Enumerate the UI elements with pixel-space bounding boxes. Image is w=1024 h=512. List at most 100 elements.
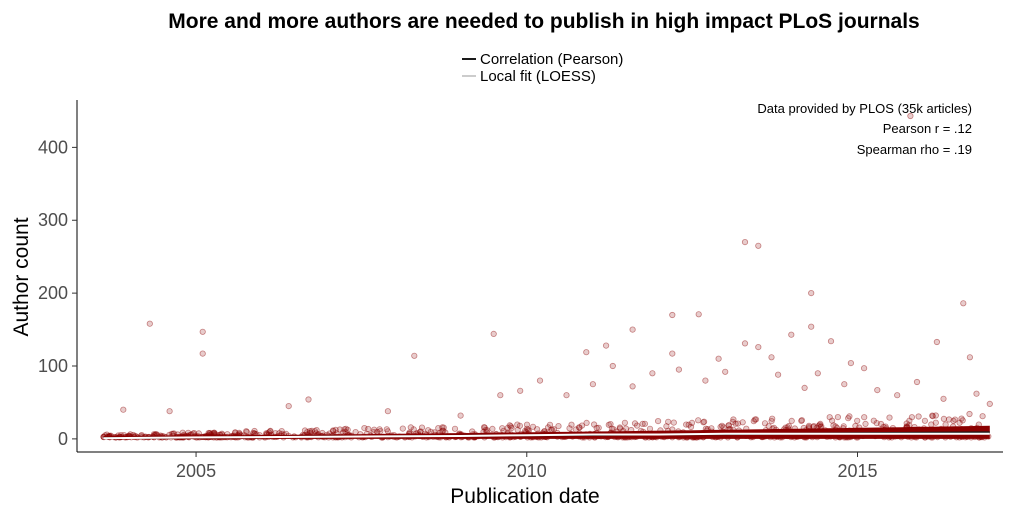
data-point (547, 426, 555, 433)
data-point (211, 429, 218, 436)
data-point (417, 428, 424, 435)
data-point (384, 428, 391, 435)
data-point (739, 419, 746, 426)
data-point (521, 427, 529, 434)
data-point (583, 419, 590, 426)
data-point (514, 421, 521, 428)
data-point (508, 424, 515, 432)
y-axis-title: Author count (10, 217, 33, 336)
data-point (741, 340, 749, 347)
data-point (798, 417, 805, 424)
data-point (973, 424, 981, 431)
data-point (439, 424, 446, 431)
data-point (685, 421, 692, 428)
data-point (590, 421, 598, 428)
data-point (889, 424, 897, 432)
data-point (342, 428, 349, 435)
data-point (610, 426, 617, 433)
data-point (628, 426, 635, 434)
data-point (966, 410, 973, 418)
data-point (750, 418, 757, 425)
data-point (928, 421, 935, 428)
data-point (814, 370, 821, 377)
y-axis-ticks: 0 100 200 300 400 (38, 137, 77, 449)
data-point (942, 421, 949, 428)
data-point (489, 425, 496, 432)
data-point (986, 400, 993, 407)
data-point (768, 354, 775, 361)
data-point (860, 365, 868, 372)
data-point (940, 415, 948, 422)
data-point (695, 417, 702, 424)
data-point (933, 338, 941, 346)
data-point (906, 422, 913, 429)
chart-title: More and more authors are needed to publ… (168, 10, 919, 33)
data-point (929, 434, 936, 441)
data-point (621, 419, 629, 426)
data-point (725, 426, 733, 433)
data-point (616, 424, 624, 431)
x-tick-label: 2005 (176, 461, 216, 481)
data-point (583, 349, 590, 356)
data-point (937, 425, 945, 432)
data-point (903, 420, 910, 427)
data-point (566, 425, 573, 432)
data-point (921, 417, 929, 424)
data-point (533, 426, 541, 433)
data-point (232, 429, 239, 436)
data-point (168, 430, 175, 437)
data-point (960, 300, 967, 307)
data-point (852, 422, 859, 430)
data-point (525, 427, 532, 434)
data-point (945, 416, 953, 423)
data-point (785, 422, 793, 430)
data-point (870, 417, 877, 424)
data-point (665, 418, 672, 425)
data-point (670, 419, 677, 426)
legend-loess-label: Local fit (LOESS) (480, 68, 596, 85)
data-point (649, 370, 656, 377)
data-point (480, 428, 487, 435)
data-point (529, 423, 537, 430)
data-point (720, 424, 727, 431)
data-point (751, 416, 759, 423)
data-point (725, 422, 732, 429)
data-point (365, 425, 372, 433)
data-point (263, 430, 270, 437)
data-point (718, 422, 726, 429)
data-point (266, 428, 274, 435)
data-point (639, 420, 646, 427)
data-point (675, 366, 683, 373)
data-point (272, 430, 279, 437)
data-point (250, 429, 257, 437)
loess-fit-line (103, 432, 990, 440)
data-point (251, 427, 258, 435)
data-point (267, 427, 274, 434)
data-point (882, 423, 889, 430)
data-point (370, 428, 377, 436)
data-point (760, 433, 767, 441)
data-point (265, 429, 272, 436)
data-point (949, 423, 957, 430)
data-point (654, 417, 662, 425)
data-point (913, 378, 921, 386)
data-point (932, 419, 939, 426)
data-point (782, 424, 789, 431)
data-point (708, 425, 715, 432)
data-point (480, 424, 488, 431)
data-point (975, 421, 982, 428)
data-point (741, 239, 749, 246)
data-point (940, 395, 947, 402)
data-point (772, 426, 780, 433)
y-tick-label: 300 (38, 210, 68, 230)
data-point (481, 424, 488, 431)
data-point (424, 427, 432, 434)
data-point (276, 430, 283, 437)
dense-band-area (103, 425, 990, 439)
data-point (609, 362, 616, 370)
data-point (605, 421, 612, 428)
data-point (578, 422, 586, 429)
data-point (232, 429, 239, 436)
data-point (903, 423, 910, 430)
